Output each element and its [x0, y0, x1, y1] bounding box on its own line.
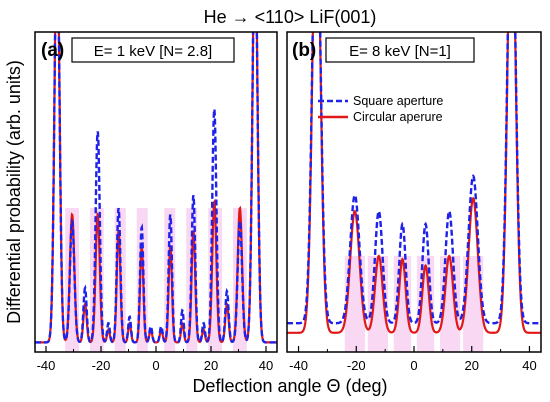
x-tick-label: 40: [259, 358, 273, 373]
x-tick-label: 40: [522, 358, 536, 373]
panel-b-highlight-bands: [344, 256, 484, 352]
x-tick-label: 0: [152, 358, 159, 373]
panel-a-x-ticks: -40 -20 0 20 40: [37, 346, 273, 373]
panel-b-x-ticks: -40 -20 0 20 40: [289, 346, 537, 373]
panel-b-energy-box: [325, 37, 475, 63]
x-tick-label: -40: [37, 358, 56, 373]
series-circular-aperture-line: [287, 32, 541, 334]
x-tick-label: -20: [347, 358, 366, 373]
panel-a-energy-text: E= 1 keV [N= 2.8]: [94, 43, 212, 60]
panel-b-energy-text: E= 8 keV [N=1]: [349, 43, 451, 60]
panel-b: -40 -20 0 20 40 (b) E= 8 keV [N=1] Square ap…: [286, 31, 542, 373]
panel-a-curves: [35, 32, 277, 344]
chart-title: He → <110> LiF(001): [204, 7, 377, 27]
panel-a-label: (a): [41, 40, 64, 61]
panel-a: -40 -20 0 20 40 (a) E= 1 keV [N= 2.8]: [34, 31, 278, 373]
x-tick-label: -20: [92, 358, 111, 373]
panel-b-curves: [287, 32, 541, 334]
legend: Square aperture Circular aperure: [318, 94, 443, 124]
x-tick-label: 20: [204, 358, 218, 373]
x-tick-label: -40: [289, 358, 308, 373]
x-tick-label: 0: [410, 358, 417, 373]
y-axis-label: Differential probability (arb. units): [4, 60, 24, 324]
legend-square-label: Square aperture: [353, 94, 443, 108]
series-square-aperture-line: [287, 32, 541, 325]
panel-b-label: (b): [292, 40, 316, 61]
highlight-band-5: [463, 256, 484, 352]
legend-circular-label: Circular aperure: [353, 110, 443, 124]
x-tick-label: 20: [464, 358, 478, 373]
x-axis-label: Deflection angle Θ (deg): [192, 376, 387, 396]
panel-a-energy-box: [71, 37, 235, 63]
